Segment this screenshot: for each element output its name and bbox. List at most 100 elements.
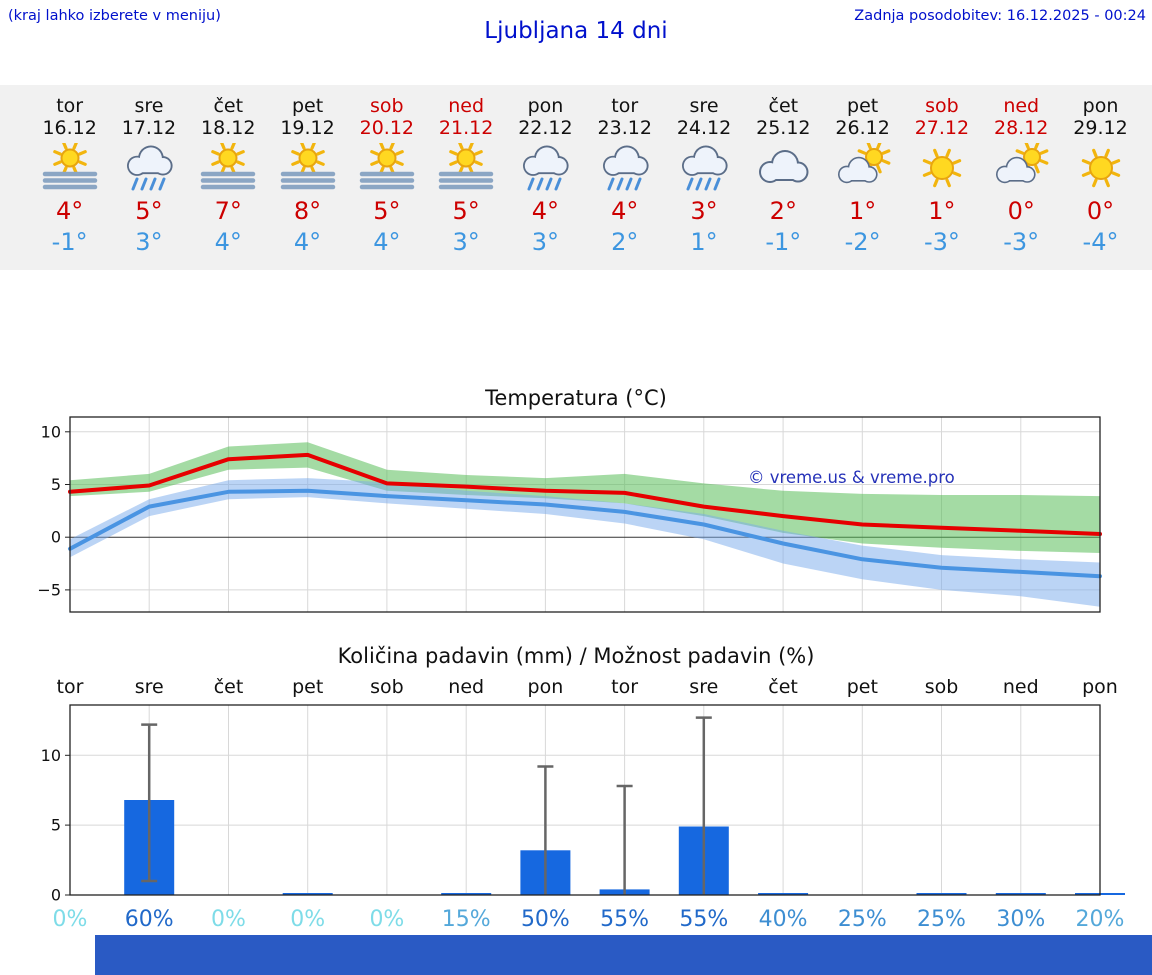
precip-probability: 0% [211,907,246,932]
day-column[interactable]: pet 26.12 1° -2° [823,95,902,270]
sun-fog-icon [189,141,268,193]
watermark-link[interactable]: © vreme.us & vreme.pro [748,468,955,487]
day-name: ned [448,95,485,117]
day-name: sre [134,95,164,117]
day-column[interactable]: sre 24.12 3° 1° [664,95,743,270]
high-temp: 2° [769,197,797,225]
day-column[interactable]: sre 17.12 5° 3° [109,95,188,270]
rain-icon [506,143,585,193]
precip-bar [282,893,333,895]
max-temp-range [70,442,1100,553]
day-column[interactable]: čet 18.12 7° 4° [189,95,268,270]
temperature-chart: 10 5 0 −5 © vreme.us & vreme.pro [37,416,1102,613]
y-tick-label: 10 [41,422,61,441]
day-column[interactable]: ned 28.12 0° -3° [982,95,1061,270]
day-name: tor [56,95,84,117]
precip-probability: 20% [1076,907,1125,932]
day-date: 22.12 [518,117,573,139]
chart-day-label: pon [528,676,564,698]
low-temp: 3° [531,228,560,256]
rain-icon [109,143,188,193]
day-column[interactable]: pon 22.12 4° 3° [506,95,585,270]
precip-probability: 0% [53,907,88,932]
y-tick-label: 10 [41,746,61,765]
day-date: 17.12 [121,117,177,139]
chart-day-label: sob [370,676,404,698]
precip-probability: 50% [521,907,570,932]
sun-fog-icon [426,141,505,193]
precip-bar [441,893,492,895]
day-name: pet [847,95,879,117]
low-temp: -3° [1003,228,1040,256]
high-temp: 3° [690,197,718,225]
high-temp: 5° [135,197,163,225]
forecast-strip: tor 16.12 4° -1° sre 17.12 5° 3° čet 18.12 7° 4° pet… [0,85,1152,270]
sun-fog-icon [347,141,426,193]
precip-probability: 30% [996,907,1045,932]
day-date: 16.12 [42,117,97,139]
sun-fog-icon [30,141,109,193]
chart-day-label: čet [768,676,798,698]
low-temp: 3° [135,228,163,256]
chart-day-label: ned [448,676,484,698]
precip-probability: 25% [917,907,966,932]
day-name: sob [370,95,404,117]
cloud-icon [744,143,823,193]
precip-probability: 25% [838,907,887,932]
day-column[interactable]: sob 20.12 5° 4° [347,95,426,270]
day-name: sre [689,95,719,117]
y-tick-label: 5 [51,475,61,494]
day-date: 29.12 [1073,117,1128,139]
day-date: 26.12 [835,117,890,139]
high-temp: 4° [531,197,560,225]
day-date: 25.12 [756,117,811,139]
low-temp: -4° [1082,228,1119,256]
day-date: 23.12 [597,117,652,139]
max-temp-line [68,452,1102,536]
day-name: sob [925,95,959,117]
precip-bar [758,893,809,895]
day-column[interactable]: tor 16.12 4° -1° [30,95,109,270]
low-temp: 4° [293,228,322,256]
high-temp: 4° [611,197,639,225]
chart-day-label: pon [1082,676,1118,698]
high-temp: 7° [214,197,242,225]
day-column[interactable]: sob 27.12 1° -3° [902,95,981,270]
day-name: pon [527,95,564,117]
high-temp: 8° [293,197,322,225]
precipitation-chart: 0 5 10 tor sre čet pet sob ned pon tor sre čet pet sob… [41,676,1125,932]
precip-probability: 40% [759,907,808,932]
y-tick-label: 5 [51,816,61,835]
temperature-chart-title: Temperatura (°C) [485,386,667,410]
low-temp: 1° [690,228,718,256]
sun-cloud-icon [982,140,1061,193]
low-temp: -1° [51,228,88,256]
low-temp: -3° [923,228,960,256]
day-date: 24.12 [676,117,732,139]
day-column[interactable]: pon 29.12 0° -4° [1061,95,1140,270]
high-temp: 0° [1086,197,1115,225]
y-tick-label: 0 [51,528,61,547]
menu-hint: (kraj lahko izberete v meniju) [8,8,221,24]
day-column[interactable]: pet 19.12 8° 4° [268,95,347,270]
last-update-text: Zadnja posodobitev: 16.12.2025 - 00:24 [854,8,1146,24]
rain-icon [585,143,664,193]
day-column[interactable]: tor 23.12 4° 2° [585,95,664,270]
low-temp: 2° [611,228,639,256]
day-date: 27.12 [914,117,970,139]
day-column[interactable]: čet 25.12 2° -1° [744,95,823,270]
low-temp: 4° [214,228,242,256]
chart-day-label: čet [214,676,244,698]
day-date: 20.12 [359,117,415,139]
low-temp: -2° [844,228,881,256]
day-date: 19.12 [280,117,335,139]
precip-probability: 55% [679,907,728,932]
chart-day-label: tor [611,676,638,698]
chart-day-label: pet [292,676,323,698]
high-temp: 1° [848,197,877,225]
precip-probability: 15% [442,907,491,932]
high-temp: 0° [1007,197,1035,225]
day-column[interactable]: ned 21.12 5° 3° [426,95,505,270]
precip-probability: 55% [600,907,649,932]
